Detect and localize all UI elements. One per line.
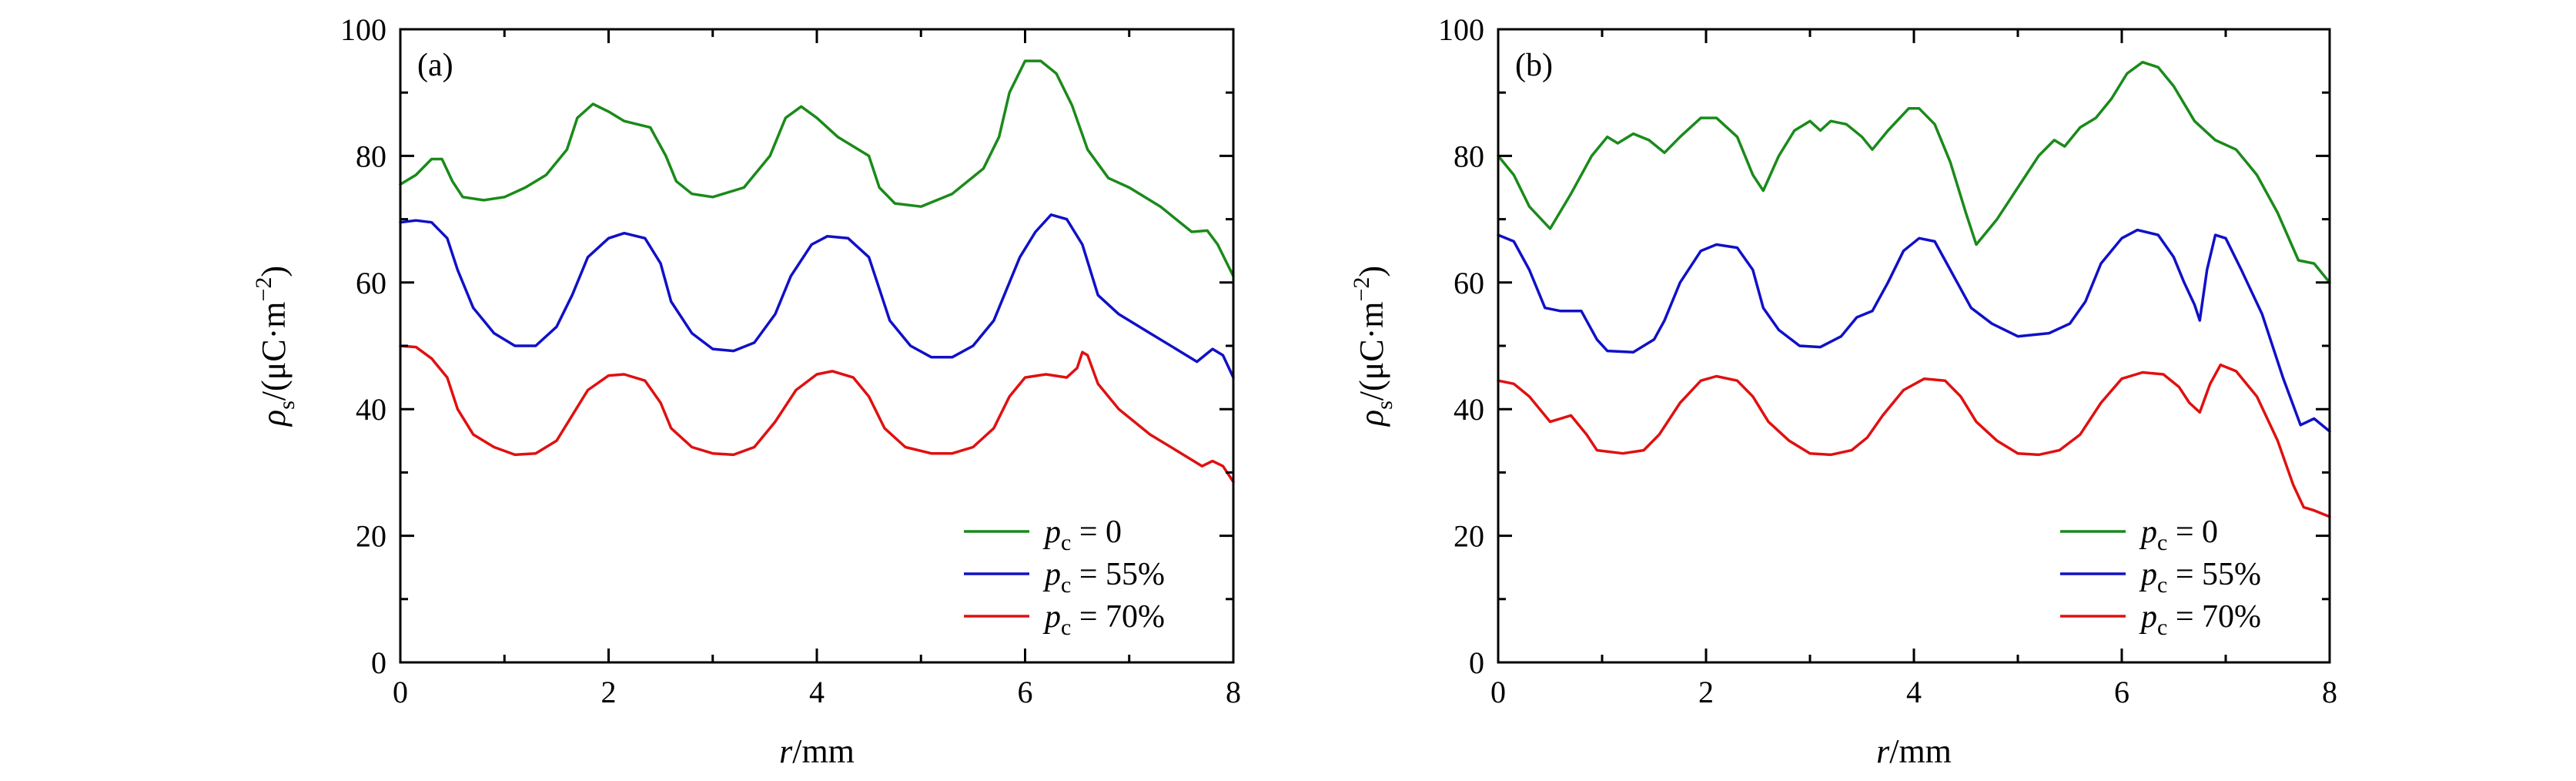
legend-label-2: pc = 55% bbox=[2139, 557, 2261, 598]
x-axis-label: r/mm bbox=[779, 732, 855, 770]
x-tick-label: 0 bbox=[393, 675, 408, 709]
y-tick-label: 20 bbox=[356, 519, 386, 554]
panel-label: (a) bbox=[417, 48, 453, 83]
legend-label-3: pc = 70% bbox=[2139, 599, 2261, 640]
y-tick-label: 100 bbox=[1438, 12, 1484, 47]
y-tick-label: 100 bbox=[340, 12, 386, 47]
legend: pc = 0pc = 55%pc = 70% bbox=[2060, 515, 2261, 640]
x-axis-label: r/mm bbox=[1876, 732, 1952, 770]
y-tick-label: 20 bbox=[1454, 519, 1484, 554]
y-tick-label: 40 bbox=[356, 392, 386, 427]
x-tick-label: 0 bbox=[1490, 675, 1506, 709]
series-line-2 bbox=[399, 213, 1235, 379]
legend-label-1: pc = 0 bbox=[2139, 515, 2218, 555]
y-axis-label: ρs/(μC·m−2) bbox=[1349, 266, 1397, 427]
legend-label-1: pc = 0 bbox=[1042, 515, 1122, 555]
x-tick-label: 6 bbox=[1018, 675, 1033, 709]
series-line-2 bbox=[1497, 228, 2331, 433]
y-tick-label: 80 bbox=[356, 139, 386, 173]
panel-label: (b) bbox=[1515, 48, 1553, 83]
series-line-1 bbox=[1497, 60, 2331, 284]
x-tick-label: 2 bbox=[601, 675, 617, 709]
y-tick-label: 0 bbox=[371, 645, 386, 680]
series-line-3 bbox=[399, 344, 1235, 484]
legend-label-3: pc = 70% bbox=[1042, 599, 1165, 640]
x-tick-label: 4 bbox=[809, 675, 825, 709]
y-tick-label: 0 bbox=[1469, 645, 1484, 680]
x-tick-label: 4 bbox=[1906, 675, 1922, 709]
x-tick-label: 8 bbox=[2322, 675, 2337, 709]
x-tick-label: 6 bbox=[2114, 675, 2129, 709]
y-tick-label: 60 bbox=[1454, 266, 1484, 300]
legend: pc = 0pc = 55%pc = 70% bbox=[964, 515, 1165, 640]
x-tick-label: 8 bbox=[1226, 675, 1241, 709]
y-tick-label: 40 bbox=[1454, 392, 1484, 427]
y-tick-label: 80 bbox=[1454, 139, 1484, 173]
y-tick-label: 60 bbox=[356, 266, 386, 300]
series-line-1 bbox=[399, 59, 1235, 278]
x-tick-label: 2 bbox=[1698, 675, 1714, 709]
legend-label-2: pc = 55% bbox=[1042, 557, 1165, 598]
y-axis-label: ρs/(μC·m−2) bbox=[251, 266, 299, 427]
series-line-3 bbox=[1497, 363, 2331, 518]
